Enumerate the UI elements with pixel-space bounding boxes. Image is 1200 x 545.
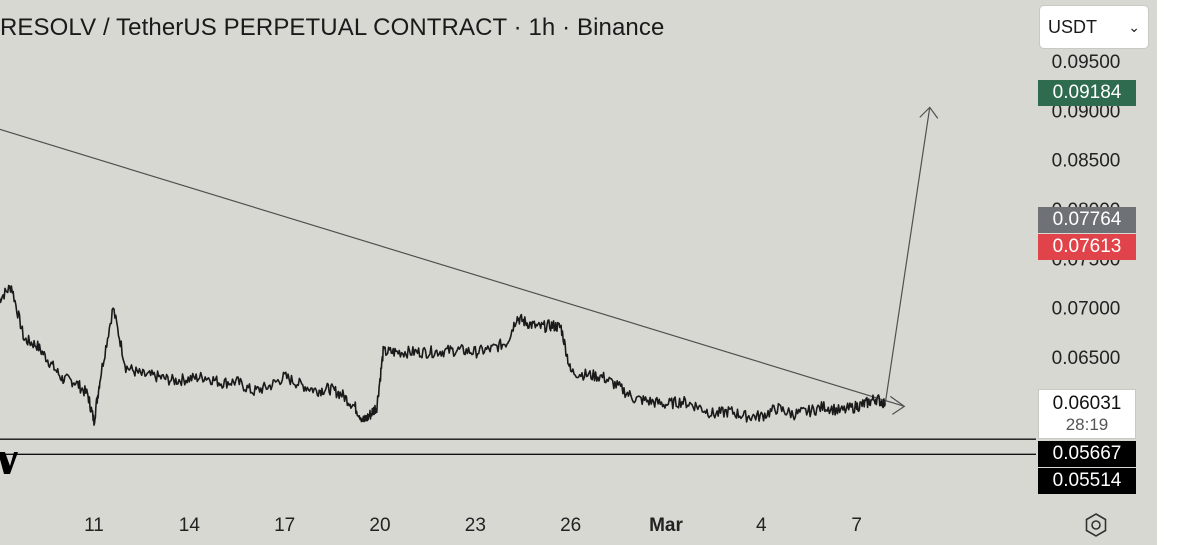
trendline-arrowhead [889,395,906,415]
currency-label: USDT [1048,16,1097,37]
support-level-2-badge: 0.05514 [1038,468,1136,494]
last-price-red-badge: 0.07613 [1038,234,1136,260]
candle-countdown: 28:19 [1065,415,1109,434]
chart-title: RESOLV / TetherUS PERPETUAL CONTRACT · 1… [0,14,665,41]
y-tick-label: 0.08500 [1052,151,1121,172]
currency-selector[interactable]: USDT ⌄ [1040,6,1148,48]
current-price-box: 0.06031 28:19 [1038,389,1136,439]
x-tick-label: 23 [465,515,486,536]
x-tick-label: 14 [179,515,201,536]
x-tick-label: 17 [274,515,295,536]
price-series-line [0,284,887,426]
last-price-gray-badge: 0.07764 [1038,207,1136,233]
partial-arrow-icon [0,452,18,474]
support-level-1-badge: 0.05667 [1038,441,1136,467]
projection-arrow [884,107,931,404]
y-tick-label: 0.06500 [1052,348,1121,369]
projection-arrowhead [919,106,939,119]
settings-icon[interactable] [1083,512,1109,538]
chevron-down-icon: ⌄ [1128,18,1140,35]
price-chart[interactable]: 0.095000.090000.085000.080000.075000.070… [0,0,1157,545]
x-tick-label: 11 [84,515,104,536]
y-tick-label: 0.09500 [1052,52,1121,73]
target-price-badge: 0.09184 [1038,80,1136,106]
x-tick-label: 7 [851,515,862,536]
right-edge-panel [1157,0,1200,545]
x-tick-label: 20 [369,515,390,536]
current-price: 0.06031 [1052,393,1122,414]
x-tick-label: 26 [560,515,581,536]
y-tick-label: 0.07000 [1052,299,1121,320]
x-tick-label: 4 [756,515,767,536]
y-tick-label: 0.09000 [1052,101,1121,122]
trendline [0,128,905,407]
x-tick-label: Mar [649,515,683,536]
